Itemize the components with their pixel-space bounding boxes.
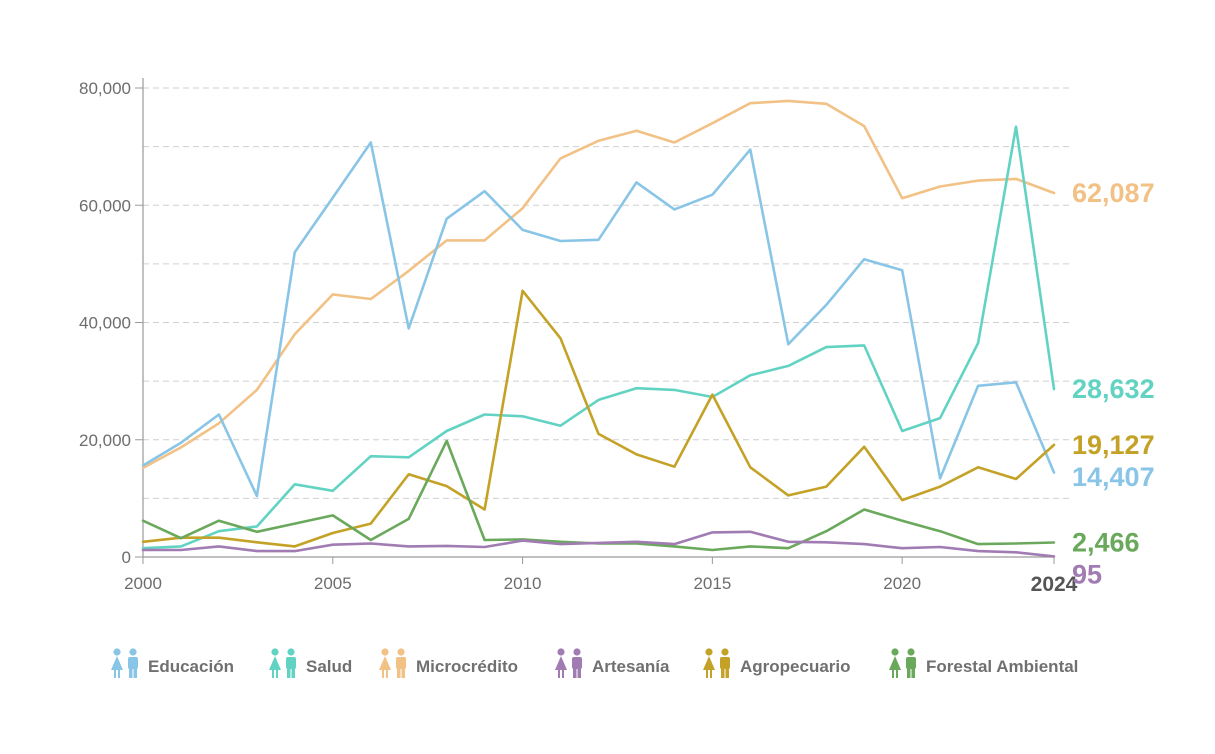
legend-item-artesan-a: Artesanía	[555, 648, 670, 678]
people-icon	[555, 648, 582, 678]
series-line-microcr-dito	[141, 99, 1056, 470]
legend-label: Artesanía	[592, 657, 670, 676]
end-label-salud: 28,632	[1072, 374, 1155, 404]
legend: Educación Salud Microcrédito Artesanía Agrop…	[111, 648, 1078, 678]
y-tick-label: 20,000	[79, 431, 131, 450]
legend-label: Educación	[148, 657, 234, 676]
grid	[143, 87, 1072, 499]
x-tick-label: 2015	[693, 574, 731, 593]
legend-item-salud: Salud	[269, 648, 352, 678]
y-tick-label: 0	[122, 548, 131, 567]
x-end-tick-label: 2024	[1031, 573, 1078, 596]
x-tick-label: 2020	[883, 574, 921, 593]
y-tick-label: 80,000	[79, 79, 131, 98]
series-line-artesan-a	[141, 530, 1056, 558]
legend-item-forestal-ambiental: Forestal Ambiental	[889, 648, 1078, 678]
end-label-educaci-n: 14,407	[1072, 462, 1155, 492]
legend-item-agropecuario: Agropecuario	[703, 648, 851, 678]
series-line-educaci-n	[141, 141, 1056, 498]
people-icon	[379, 648, 406, 678]
series-lines	[141, 99, 1056, 558]
y-tick-label: 60,000	[79, 196, 131, 215]
end-label-microcr-dito: 62,087	[1072, 178, 1155, 208]
x-tick-label: 2010	[504, 574, 542, 593]
people-icon	[111, 648, 138, 678]
y-tick-label: 40,000	[79, 314, 131, 333]
legend-item-educaci-n: Educación	[111, 648, 234, 678]
people-icon	[703, 648, 730, 678]
axes: 0 20,000 40,000 60,000 80,000 2000 2005 2010 201…	[79, 78, 1078, 596]
legend-label: Agropecuario	[740, 657, 851, 676]
legend-label: Salud	[306, 657, 352, 676]
people-icon	[269, 648, 296, 678]
end-label-agropecuario: 19,127	[1072, 430, 1155, 460]
end-label-forestal-ambiental: 2,466	[1072, 528, 1140, 558]
end-label-artesan-a: 95	[1072, 560, 1102, 590]
legend-item-microcr-dito: Microcrédito	[379, 648, 518, 678]
series-line-agropecuario	[141, 289, 1056, 548]
legend-label: Forestal Ambiental	[926, 657, 1078, 676]
people-icon	[889, 648, 916, 678]
x-tick-label: 2000	[124, 574, 162, 593]
x-tick-label: 2005	[314, 574, 352, 593]
series-line-salud	[141, 125, 1056, 550]
legend-label: Microcrédito	[416, 657, 518, 676]
